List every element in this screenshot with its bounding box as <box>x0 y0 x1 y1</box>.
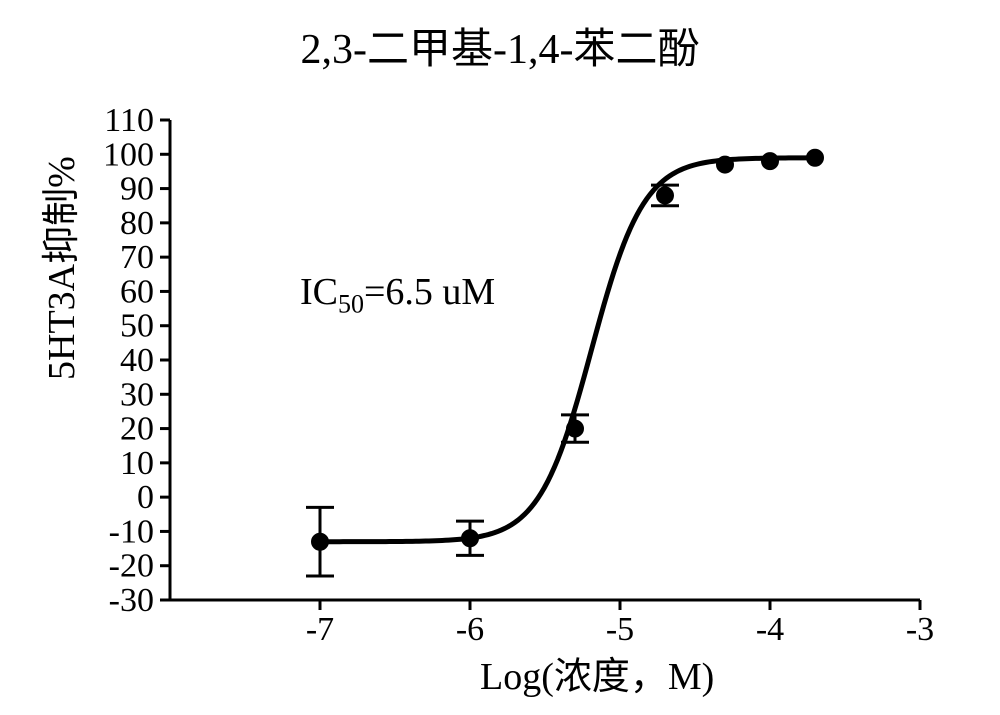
svg-text:-6: -6 <box>456 611 484 648</box>
plot-area: 5HT3A抑制% Log(浓度，M) IC50=6.5 uM -7-6-5-4-… <box>50 100 950 690</box>
chart-container: 2,3-二甲基-1,4-苯二酚 5HT3A抑制% Log(浓度，M) IC50=… <box>0 0 1000 715</box>
svg-text:100: 100 <box>103 136 154 173</box>
svg-text:0: 0 <box>137 479 154 516</box>
svg-text:40: 40 <box>120 342 154 379</box>
svg-text:50: 50 <box>120 308 154 345</box>
svg-text:-30: -30 <box>109 582 154 619</box>
svg-text:30: 30 <box>120 376 154 413</box>
svg-text:-10: -10 <box>109 513 154 550</box>
svg-text:10: 10 <box>120 445 154 482</box>
svg-text:110: 110 <box>104 102 154 139</box>
svg-text:-7: -7 <box>306 611 334 648</box>
svg-text:60: 60 <box>120 273 154 310</box>
svg-text:90: 90 <box>120 171 154 208</box>
chart-title: 2,3-二甲基-1,4-苯二酚 <box>301 15 700 76</box>
svg-text:-4: -4 <box>756 611 784 648</box>
svg-text:-20: -20 <box>109 548 154 585</box>
svg-text:-3: -3 <box>906 611 934 648</box>
svg-text:80: 80 <box>120 205 154 242</box>
svg-text:20: 20 <box>120 411 154 448</box>
svg-text:-5: -5 <box>606 611 634 648</box>
plot-svg: -7 -6 -5 -4 -3 -30-20-10010203040506070809010… <box>50 100 950 690</box>
svg-text:70: 70 <box>120 239 154 276</box>
